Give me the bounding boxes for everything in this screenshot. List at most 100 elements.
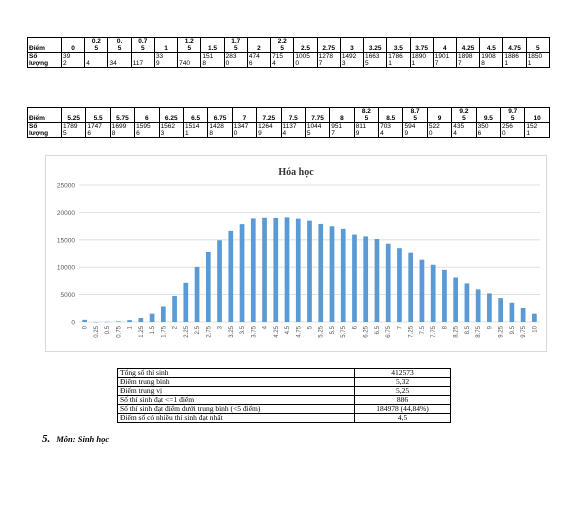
y-tick-label: 0: [71, 320, 75, 327]
chart-title: Hóa học: [278, 167, 314, 178]
score-cell: 5: [525, 37, 550, 53]
stats-label: Điểm trung bình: [117, 377, 355, 387]
score-cell: 8.5: [378, 107, 404, 123]
score-cell-text: 5: [117, 45, 122, 52]
count-cell: 1908 8: [479, 52, 504, 68]
count-cell-text: 1: [526, 130, 531, 137]
bar: [464, 283, 470, 322]
count-cell-text: 1278: [318, 53, 334, 61]
score-cell: 4.75: [502, 37, 527, 53]
bar: [239, 224, 245, 322]
count-cell-text: [109, 54, 129, 61]
score-cell-text: 3: [350, 45, 354, 52]
count-cell: 1347 0: [231, 122, 258, 138]
bar: [475, 289, 481, 322]
bar: [374, 239, 380, 322]
score-row: Điểm 0 0.2 5 0. 5 0.7 5 1 1.2 5 1.5 1.7 5 2 2.2 5 2.5 2.75…: [27, 37, 550, 53]
score-cell: 4.25: [455, 37, 481, 53]
x-tick-label: 2: [173, 325, 179, 329]
count-cell: 1044 5: [304, 122, 331, 138]
score-cell-text: 9.2: [459, 108, 469, 116]
bar: [385, 243, 391, 322]
score-row: Điểm 5.25 5.5 5.75 6 6.25 6.5 6.75 7 7.25 7.5 7.75 8…: [27, 107, 550, 123]
stats-value: 4,5: [354, 413, 451, 423]
count-cell-text: 6: [248, 60, 253, 67]
x-tick-label: 9.25: [499, 325, 505, 337]
summary-stats-table: Tổng số thí sinh 412573 Điểm trung bình 5,3…: [117, 368, 451, 423]
x-tick-label: 8.25: [454, 325, 460, 337]
x-tick-label: 6: [352, 325, 358, 329]
x-tick-label: 7.75: [431, 325, 437, 337]
score-cell: 9.2 5: [451, 107, 477, 123]
stats-value: 886: [354, 395, 451, 405]
score-cell: 2.5: [293, 37, 318, 53]
bar: [307, 220, 312, 322]
count-cell: 152 1: [524, 122, 550, 138]
count-cell-text: 152: [526, 123, 538, 131]
score-cell-text: 0.: [116, 38, 123, 46]
bar: [430, 264, 436, 322]
x-tick-label: 0.25: [94, 325, 100, 337]
count-cell-text: 2: [63, 60, 67, 67]
count-cell: 283 0: [223, 52, 248, 68]
count-cell-text: 4: [453, 130, 457, 137]
count-cell: 740: [177, 52, 202, 68]
count-cell-text: 8: [202, 60, 207, 67]
count-cell-text: 4: [272, 60, 276, 67]
row-label-text: lượng: [29, 60, 49, 67]
score-cell: 4.5: [479, 37, 504, 53]
score-cell: 1: [153, 37, 179, 53]
x-tick-label: 3: [218, 325, 224, 329]
count-cell-text: 8: [481, 60, 485, 67]
score-cell-text: 9.5: [483, 115, 493, 122]
count-cell-text: 1264: [258, 123, 273, 131]
bar: [183, 282, 189, 322]
score-cell-text: 0.2: [91, 38, 101, 46]
x-tick-label: 6.25: [364, 325, 370, 337]
score-cell-text: 8.2: [361, 108, 371, 116]
count-cell: 1428 8: [207, 122, 233, 138]
count-row: Số lượng 39 2 4 34 117 33 9 740 151 8 283 0 474 6 715 4 10…: [27, 52, 550, 68]
stats-label: Điểm trung vị: [117, 386, 355, 396]
count-cell-text: 1: [388, 60, 392, 67]
count-cell-text: 5: [63, 130, 67, 137]
count-cell-text: 522: [428, 123, 440, 131]
count-cell-text: 7: [331, 130, 335, 137]
count-cell: 1789 5: [60, 122, 87, 138]
score-cell: 8: [329, 107, 355, 123]
count-cell-text: 283: [225, 53, 237, 61]
count-cell-text: 811: [355, 123, 367, 131]
stats-row: Tổng số thí sinh 412573: [117, 368, 451, 378]
stats-row: Điểm trung vị 5,25: [117, 386, 451, 396]
score-cell-text: 3.25: [368, 45, 382, 52]
score-cell-text: 4.25: [461, 45, 475, 52]
score-cell-text: 7.5: [288, 115, 298, 122]
count-cell-text: 740: [179, 60, 191, 67]
x-tick-label: 1.5: [150, 325, 156, 334]
count-cell: 1595 6: [134, 122, 160, 138]
count-cell: 1137 4: [280, 122, 306, 138]
score-cell-text: 3.75: [415, 45, 428, 52]
chart-plot: 0 5000 10000 15000 20000 25000 0 0.25 0.5 0.75 1 1.…: [57, 183, 540, 338]
count-cell: 1264 9: [256, 122, 282, 138]
bar: [149, 313, 155, 322]
count-cell-text: 4: [86, 60, 90, 67]
count-cell: 1562 3: [158, 122, 184, 138]
count-cell-text: 34: [109, 60, 117, 67]
score-cell: 3.75: [409, 37, 434, 53]
score-cell: 8.2 5: [353, 107, 380, 123]
x-tick-label: 7.25: [409, 325, 415, 337]
count-cell: 256 0: [500, 122, 526, 138]
count-cell: 1786 1: [386, 52, 411, 68]
count-cell-text: 256: [502, 123, 513, 131]
count-cell-text: [179, 54, 199, 61]
score-cell: 6.25: [158, 107, 184, 123]
score-cell: 3.25: [363, 37, 388, 53]
count-cell-text: 1514: [184, 123, 200, 131]
score-cell-text: 5: [233, 45, 238, 52]
stats-value: 5,32: [354, 377, 451, 387]
count-cell-text: 5: [365, 60, 369, 67]
score-cell-text: 6.75: [213, 115, 227, 122]
score-cell-text: 5: [187, 45, 192, 52]
x-tick-label: 6.75: [386, 325, 392, 337]
